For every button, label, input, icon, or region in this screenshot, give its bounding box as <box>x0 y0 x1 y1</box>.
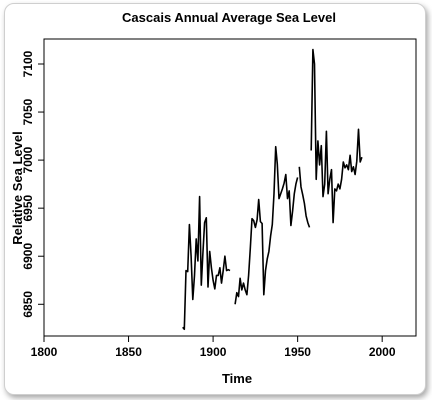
chart-frame <box>4 3 426 395</box>
y-tick-label-6950: 6950 <box>21 194 35 221</box>
y-tick-label-6850: 6850 <box>21 291 35 318</box>
y-tick-label-7000: 7000 <box>21 146 35 173</box>
y-tick-label-7050: 7050 <box>21 98 35 125</box>
x-tick-label-1950: 1950 <box>284 345 311 359</box>
series-line-segment-4 <box>310 48 363 224</box>
x-tick-label-1800: 1800 <box>31 345 58 359</box>
y-axis: 6850 6900 6950 7000 7050 7100 <box>21 50 44 318</box>
sea-level-series <box>182 48 363 331</box>
series-line-segment-1 <box>182 195 231 331</box>
x-axis: 1800 1850 1900 1950 2000 <box>31 336 396 359</box>
x-tick-label-1900: 1900 <box>200 345 227 359</box>
y-tick-label-6900: 6900 <box>21 243 35 270</box>
x-tick-label-2000: 2000 <box>369 345 396 359</box>
series-line-segment-3 <box>298 166 311 228</box>
plot-area <box>43 38 417 337</box>
x-axis-label: Time <box>222 371 252 386</box>
x-tick-label-1850: 1850 <box>115 345 142 359</box>
chart-title: Cascais Annual Average Sea Level <box>122 10 336 25</box>
series-line-segment-2 <box>234 145 299 305</box>
y-tick-label-7100: 7100 <box>21 50 35 77</box>
y-axis-label: Relative Sea Level <box>10 131 25 244</box>
